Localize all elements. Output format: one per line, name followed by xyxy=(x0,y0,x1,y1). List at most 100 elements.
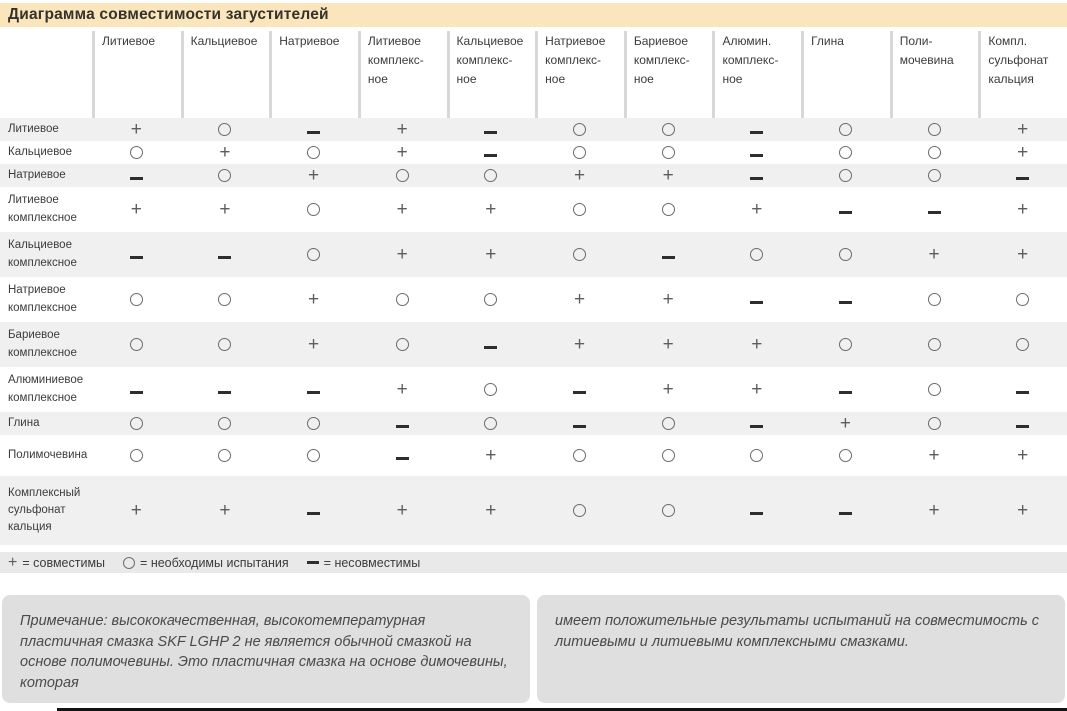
plus-icon: + xyxy=(573,333,586,355)
compatibility-cell xyxy=(447,383,536,396)
compatibility-cell xyxy=(801,146,890,159)
dash-icon xyxy=(129,256,143,259)
compatibility-cell: + xyxy=(712,380,801,399)
circle-icon xyxy=(572,146,586,159)
compatibility-cell: + xyxy=(92,120,181,139)
compatibility-cell: + xyxy=(447,245,536,264)
dash-icon xyxy=(129,177,143,180)
circle-icon xyxy=(218,417,232,430)
dash-icon xyxy=(484,131,498,134)
compatibility-cell: + xyxy=(269,335,358,354)
compatibility-cell: + xyxy=(978,243,1067,265)
circle-icon xyxy=(927,417,941,430)
compatibility-cell xyxy=(890,146,979,159)
dash-icon xyxy=(395,457,409,460)
plus-icon: + xyxy=(928,444,940,466)
compatibility-cell xyxy=(801,338,890,351)
compatibility-cell: + xyxy=(801,412,890,434)
circle-icon xyxy=(307,248,321,261)
dash-icon xyxy=(129,391,143,394)
circle-icon xyxy=(927,383,941,396)
compatibility-cell xyxy=(181,449,270,462)
column-header: Алюмин. комплекс- ное xyxy=(712,31,801,118)
column-header: Глина xyxy=(801,31,890,118)
header-spacer xyxy=(0,31,92,118)
compatibility-cell xyxy=(269,388,358,394)
compatibility-cell xyxy=(712,151,801,157)
compatibility-cell xyxy=(801,509,890,515)
plus-icon: + xyxy=(308,164,320,186)
compatibility-cell: + xyxy=(269,290,358,309)
compatibility-cell xyxy=(269,509,358,515)
compatibility-cell xyxy=(535,203,624,216)
compatibility-cell xyxy=(624,146,713,159)
compatibility-cell: + xyxy=(535,290,624,309)
table-row: Литиевое комплексное + + + + + + xyxy=(0,187,1067,232)
plus-icon: + xyxy=(1017,444,1029,466)
plus-icon: + xyxy=(396,243,408,265)
compatibility-cell xyxy=(181,169,270,182)
plus-icon: + xyxy=(396,198,408,220)
column-header: Натриевое комплекс- ное xyxy=(535,31,624,118)
table-row: Алюминиевое комплексное + + + xyxy=(0,367,1067,412)
dash-icon xyxy=(218,256,232,259)
compatibility-cell: + xyxy=(890,501,979,520)
compatibility-cell xyxy=(712,174,801,180)
circle-icon xyxy=(838,123,852,136)
row-label: Алюминиевое комплексное xyxy=(8,374,84,404)
plus-icon: + xyxy=(662,333,674,355)
plus-icon: + xyxy=(1017,243,1029,265)
compatibility-cell xyxy=(358,422,447,428)
circle-icon xyxy=(484,417,498,430)
compatibility-cell xyxy=(978,293,1067,306)
dash-icon xyxy=(750,177,764,180)
dash-icon xyxy=(750,425,764,428)
circle-icon xyxy=(838,248,852,261)
plus-icon: + xyxy=(839,412,851,434)
compatibility-cell: + xyxy=(978,200,1067,219)
circle-icon xyxy=(1016,338,1030,351)
circle-icon xyxy=(218,449,232,462)
compatibility-cell xyxy=(92,293,181,306)
column-header: Литиевое комплекс- ное xyxy=(357,31,447,118)
circle-icon xyxy=(218,169,232,182)
circle-icon xyxy=(572,449,586,462)
column-header: Поли- мочевина xyxy=(889,31,979,118)
compatibility-cell: + xyxy=(269,164,358,186)
compatibility-cell: + xyxy=(92,501,181,520)
plus-icon: + xyxy=(396,378,408,400)
plus-icon: + xyxy=(219,141,231,163)
compatibility-cell xyxy=(447,417,536,430)
row-label: Глина xyxy=(8,416,40,429)
legend-item-compatible: + = совместимы xyxy=(8,554,105,570)
compatibility-cell: + xyxy=(624,333,713,355)
compatibility-cell xyxy=(535,422,624,428)
compatibility-cell xyxy=(978,338,1067,351)
plus-icon: + xyxy=(662,164,674,186)
compatibility-cell xyxy=(447,128,536,134)
compatibility-cell xyxy=(978,388,1067,394)
compatibility-cell xyxy=(92,174,181,180)
circle-icon xyxy=(661,203,675,216)
compatibility-cell: + xyxy=(358,243,447,265)
compatibility-cell xyxy=(181,293,270,306)
compatibility-table: Литиевое Кальциевое Натриевое Литиевое комп… xyxy=(0,31,1067,545)
compatibility-cell: + xyxy=(181,200,270,219)
dash-icon xyxy=(484,346,498,349)
dash-icon xyxy=(307,512,321,515)
circle-icon xyxy=(218,123,232,136)
compatibility-cell xyxy=(92,146,181,159)
compatibility-cell: + xyxy=(712,200,801,219)
compatibility-cell xyxy=(535,146,624,159)
circle-icon xyxy=(661,449,675,462)
plus-icon: + xyxy=(485,499,497,521)
compatibility-cell xyxy=(358,454,447,460)
dash-icon xyxy=(395,425,409,428)
circle-icon xyxy=(572,123,586,136)
compatibility-cell xyxy=(712,422,801,428)
compatibility-cell xyxy=(92,388,181,394)
compatibility-cell xyxy=(801,449,890,462)
circle-icon xyxy=(395,293,409,306)
compatibility-cell xyxy=(447,151,536,157)
plus-icon: + xyxy=(219,499,231,521)
